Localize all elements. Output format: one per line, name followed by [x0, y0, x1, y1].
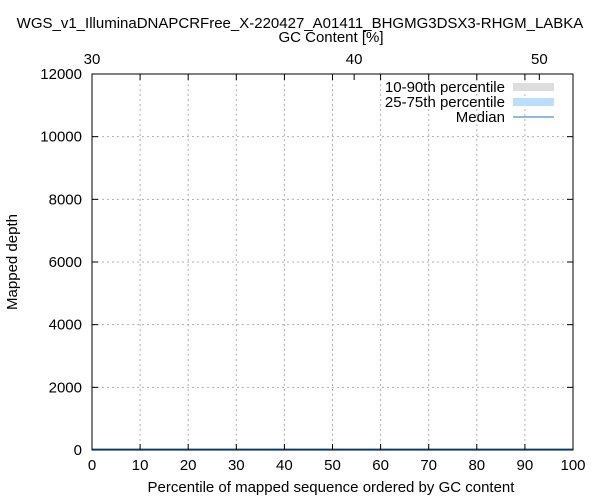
grid	[92, 74, 573, 450]
y-tick-label: 8000	[49, 191, 82, 208]
legend-label: 25-75th percentile	[385, 94, 505, 111]
y-tick-label: 10000	[40, 129, 82, 146]
top-x-tick-label: 50	[531, 51, 548, 68]
legend-label: Median	[456, 109, 505, 126]
x-tick-label: 90	[517, 457, 534, 474]
x-tick-label: 30	[228, 457, 245, 474]
x-axis-label: Percentile of mapped sequence ordered by…	[148, 479, 516, 496]
x-tick-label: 60	[372, 457, 389, 474]
x-tick-label: 20	[180, 457, 197, 474]
x-tick-label: 80	[468, 457, 485, 474]
plot-frame	[91, 73, 574, 451]
top-x-axis-label: GC Content [%]	[278, 29, 383, 46]
x-tick-label: 50	[324, 457, 341, 474]
x-tick-label: 100	[560, 457, 585, 474]
x-tick-label: 40	[276, 457, 293, 474]
top-x-tick-label: 30	[84, 51, 101, 68]
y-tick-label: 4000	[49, 317, 82, 334]
chart-title: WGS_v1_IlluminaDNAPCRFree_X-220427_A0141…	[17, 15, 584, 32]
y-tick-label: 6000	[49, 254, 82, 271]
legend-label: 10-90th percentile	[385, 79, 505, 96]
y-tick-label: 12000	[40, 66, 82, 83]
axes: 0 10 20 30 40 50 60 70 80 90 100 0 2000 4000 6000 8000 1…	[40, 51, 585, 474]
x-tick-label: 70	[420, 457, 437, 474]
top-x-tick-label: 40	[346, 51, 363, 68]
y-tick-label: 2000	[49, 379, 82, 396]
y-tick-label: 0	[74, 442, 82, 459]
y-axis-label: Mapped depth	[4, 214, 21, 310]
x-tick-label: 10	[132, 457, 149, 474]
x-tick-label: 0	[88, 457, 96, 474]
